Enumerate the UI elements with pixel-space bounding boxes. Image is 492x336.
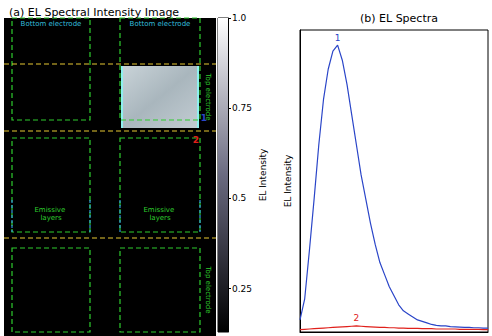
- svg-text:Bottom electrode: Bottom electrode: [130, 20, 191, 28]
- svg-text:0.75: 0.75: [232, 103, 252, 113]
- svg-text:Bottom electrode: Bottom electrode: [21, 20, 82, 28]
- svg-text:Top electrode: Top electrode: [204, 266, 212, 314]
- svg-text:2: 2: [193, 135, 199, 145]
- svg-text:1: 1: [201, 113, 207, 123]
- svg-text:(b) EL Spectra: (b) EL Spectra: [360, 12, 438, 25]
- svg-text:0.25: 0.25: [232, 284, 252, 294]
- svg-text:Top electrode: Top electrode: [204, 73, 212, 121]
- svg-text:EL Intensity: EL Intensity: [283, 154, 293, 207]
- svg-text:Emissive: Emissive: [143, 206, 176, 214]
- svg-text:0.5: 0.5: [232, 193, 246, 203]
- svg-text:(a) EL Spectral Intensity Imag: (a) EL Spectral Intensity Image: [9, 6, 179, 19]
- svg-text:1.0: 1.0: [232, 13, 247, 23]
- svg-text:layers: layers: [149, 214, 171, 222]
- svg-text:Emissive: Emissive: [34, 206, 67, 214]
- svg-text:EL Intensity: EL Intensity: [258, 148, 268, 201]
- svg-text:2: 2: [354, 313, 360, 323]
- svg-text:layers: layers: [40, 214, 62, 222]
- svg-text:1: 1: [335, 33, 341, 43]
